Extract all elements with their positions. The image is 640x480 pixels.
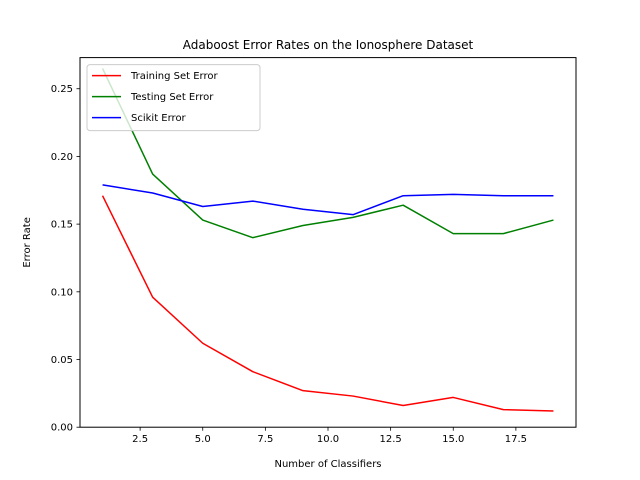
y-tick-label: 0.00: [51, 423, 73, 434]
series-line-scikit-error: [102, 184, 554, 216]
x-tick-label: 15.0: [442, 434, 464, 445]
series-group: [101, 68, 554, 412]
legend-box: [86, 64, 261, 132]
x-tick-label: 10.0: [317, 434, 339, 445]
y-tick-label: 0.20: [51, 152, 73, 163]
y-tick-label: 0.25: [51, 84, 73, 95]
x-tick-label: 2.5: [132, 434, 148, 445]
ticks-group: 2.5 5.0 7.5 10.0 12.5 15.0 17.5 0.00 0.05 0.10 0.1…: [51, 84, 527, 445]
y-tick-label: 0.05: [51, 355, 73, 366]
x-tick-label: 12.5: [379, 434, 401, 445]
legend-label-training-set-error: Training Set Error: [130, 71, 219, 82]
legend-label-testing-set-error: Testing Set Error: [130, 92, 214, 103]
legend: Training Set Error Testing Set Error Sciki…: [86, 64, 261, 132]
series-line-training-set-error: [101, 195, 554, 412]
y-tick-label: 0.10: [51, 287, 73, 298]
x-axis-label: Number of Classifiers: [274, 459, 381, 470]
y-axis-label: Error Rate: [22, 217, 33, 267]
x-tick-label: 17.5: [505, 434, 527, 445]
legend-label-scikit-error: Scikit Error: [131, 113, 187, 124]
series-line-testing-set-error: [101, 68, 554, 239]
x-tick-label: 5.0: [195, 434, 211, 445]
x-tick-label: 7.5: [257, 434, 273, 445]
y-tick-label: 0.15: [51, 220, 73, 231]
chart-title: Adaboost Error Rates on the Ionosphere D…: [183, 38, 474, 52]
